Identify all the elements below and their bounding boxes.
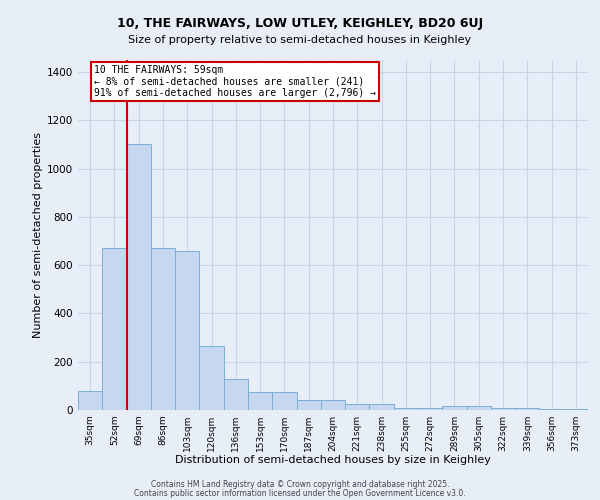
Text: Contains public sector information licensed under the Open Government Licence v3: Contains public sector information licen… [134, 488, 466, 498]
Bar [321, 400, 345, 410]
Bar [491, 408, 515, 410]
Bar [127, 144, 151, 410]
Bar [442, 406, 467, 410]
Bar [102, 248, 127, 410]
Bar [272, 392, 296, 410]
Bar [467, 406, 491, 410]
Bar [394, 408, 418, 410]
Bar [370, 404, 394, 410]
Bar [564, 409, 588, 410]
Text: 10 THE FAIRWAYS: 59sqm
← 8% of semi-detached houses are smaller (241)
91% of sem: 10 THE FAIRWAYS: 59sqm ← 8% of semi-deta… [94, 66, 376, 98]
X-axis label: Distribution of semi-detached houses by size in Keighley: Distribution of semi-detached houses by … [175, 456, 491, 466]
Bar [539, 409, 564, 410]
Bar [78, 390, 102, 410]
Text: 10, THE FAIRWAYS, LOW UTLEY, KEIGHLEY, BD20 6UJ: 10, THE FAIRWAYS, LOW UTLEY, KEIGHLEY, B… [117, 18, 483, 30]
Bar [175, 250, 199, 410]
Bar [515, 408, 539, 410]
Text: Contains HM Land Registry data © Crown copyright and database right 2025.: Contains HM Land Registry data © Crown c… [151, 480, 449, 489]
Bar [248, 392, 272, 410]
Bar [199, 346, 224, 410]
Bar [345, 404, 370, 410]
Text: Size of property relative to semi-detached houses in Keighley: Size of property relative to semi-detach… [128, 35, 472, 45]
Bar [418, 408, 442, 410]
Bar [296, 400, 321, 410]
Y-axis label: Number of semi-detached properties: Number of semi-detached properties [33, 132, 43, 338]
Bar [224, 378, 248, 410]
Bar [151, 248, 175, 410]
